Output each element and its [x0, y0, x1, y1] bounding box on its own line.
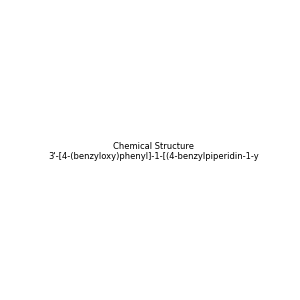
- Text: Chemical Structure
3'-[4-(benzyloxy)phenyl]-1-[(4-benzylpiperidin-1-y: Chemical Structure 3'-[4-(benzyloxy)phen…: [48, 142, 259, 161]
